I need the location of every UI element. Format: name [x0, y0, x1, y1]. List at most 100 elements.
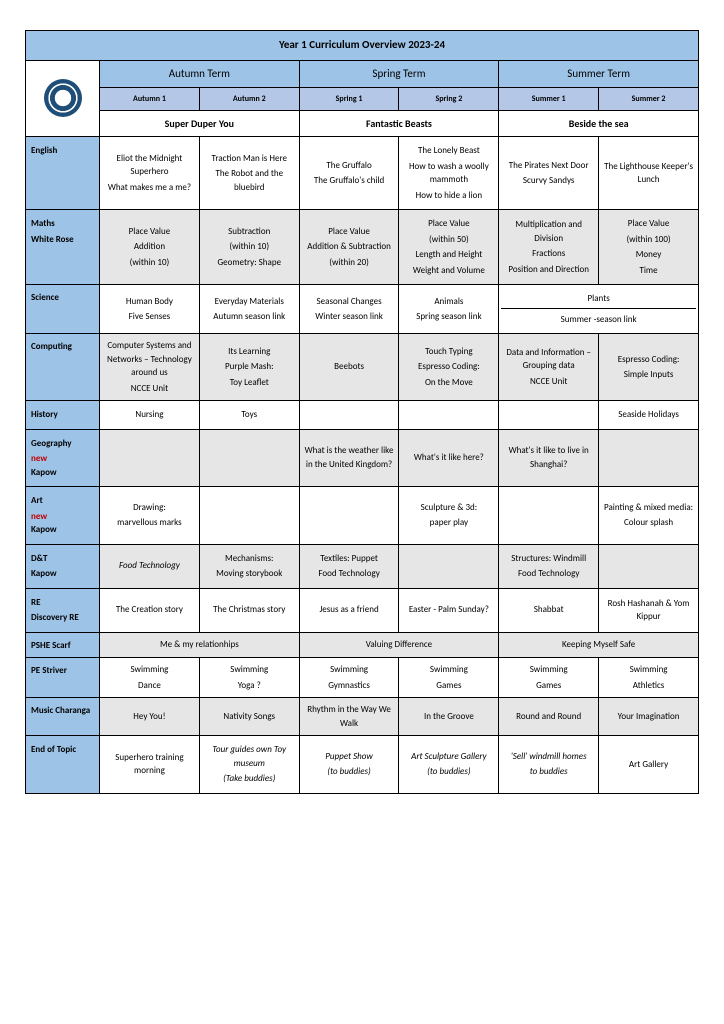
- cell: Mechanisms:Moving storybook: [199, 544, 299, 588]
- cell: Subtraction(within 10)Geometry: Shape: [199, 210, 299, 285]
- row-computing: Computing Computer Systems and Networks …: [26, 334, 699, 401]
- subterm-a2: Autumn 2: [199, 88, 299, 111]
- school-logo-icon: [44, 79, 82, 117]
- cell: AnimalsSpring season link: [399, 285, 499, 334]
- cell: Place ValueAddition & Subtraction(within…: [299, 210, 399, 285]
- subject-history: History: [26, 401, 100, 430]
- subject-art: Art new Kapow: [26, 487, 100, 545]
- cell: SwimmingYoga ?: [199, 658, 299, 698]
- cell: What's it like to live in Shanghai?: [499, 429, 599, 487]
- row-history: History Nursing Toys Seaside Holidays: [26, 401, 699, 430]
- cell: SwimmingDance: [100, 658, 200, 698]
- cell: Human BodyFive Senses: [100, 285, 200, 334]
- title-row: Year 1 Curriculum Overview 2023-24: [26, 31, 699, 61]
- term-autumn: Autumn Term: [100, 60, 300, 88]
- cell: The Lighthouse Keeper's Lunch: [599, 137, 699, 210]
- cell: [599, 429, 699, 487]
- cell: Place ValueAddition(within 10): [100, 210, 200, 285]
- cell: Round and Round: [499, 698, 599, 736]
- subject-pshe: PSHE Scarf: [26, 632, 100, 658]
- term-summer: Summer Term: [499, 60, 699, 88]
- cell: The GruffaloThe Gruffalo's child: [299, 137, 399, 210]
- cell: Data and Information – Grouping dataNCCE…: [499, 334, 599, 401]
- cell: Sculpture & 3d:paper play: [399, 487, 499, 545]
- cell: Eliot the Midnight SuperheroWhat makes m…: [100, 137, 200, 210]
- cell: Everyday MaterialsAutumn season link: [199, 285, 299, 334]
- cell: Art Sculpture Gallery(to buddies): [399, 736, 499, 794]
- theme-3: Beside the sea: [499, 111, 699, 137]
- page-title: Year 1 Curriculum Overview 2023-24: [26, 31, 699, 61]
- subject-pe: PE Striver: [26, 658, 100, 698]
- subterm-a1: Autumn 1: [100, 88, 200, 111]
- cell: [499, 487, 599, 545]
- cell: Seaside Holidays: [599, 401, 699, 430]
- cell: [599, 544, 699, 588]
- cell: SwimmingGames: [499, 658, 599, 698]
- theme-1: Super Duper You: [100, 111, 300, 137]
- logo-cell: [26, 60, 100, 137]
- cell: [299, 401, 399, 430]
- cell: The Lonely BeastHow to wash a woolly mam…: [399, 137, 499, 210]
- cell: SwimmingGymnastics: [299, 658, 399, 698]
- cell: Drawing:marvellous marks: [100, 487, 200, 545]
- row-pe: PE Striver SwimmingDance SwimmingYoga ? …: [26, 658, 699, 698]
- cell: Shabbat: [499, 588, 599, 632]
- subject-music: Music Charanga: [26, 698, 100, 736]
- cell: Painting & mixed media:Colour splash: [599, 487, 699, 545]
- theme-2: Fantastic Beasts: [299, 111, 499, 137]
- cell: Easter - Palm Sunday?: [399, 588, 499, 632]
- cell: Place Value(within 50)Length and HeightW…: [399, 210, 499, 285]
- cell: What's it like here?: [399, 429, 499, 487]
- subject-dt: D&T Kapow: [26, 544, 100, 588]
- theme-row: Super Duper You Fantastic Beasts Beside …: [26, 111, 699, 137]
- subterm-su2: Summer 2: [599, 88, 699, 111]
- subterm-sp2: Spring 2: [399, 88, 499, 111]
- term-row: Autumn Term Spring Term Summer Term: [26, 60, 699, 88]
- cell: Your Imagination: [599, 698, 699, 736]
- cell: Jesus as a friend: [299, 588, 399, 632]
- cell: Rhythm in the Way We Walk: [299, 698, 399, 736]
- cell: Plants Summer -season link: [499, 285, 699, 334]
- row-maths: Maths White Rose Place ValueAddition(wit…: [26, 210, 699, 285]
- row-music: Music Charanga Hey You! Nativity Songs R…: [26, 698, 699, 736]
- cell: Structures: WindmillFood Technology: [499, 544, 599, 588]
- cell: SwimmingAthletics: [599, 658, 699, 698]
- subterm-su1: Summer 1: [499, 88, 599, 111]
- cell: The Creation story: [100, 588, 200, 632]
- cell: [199, 429, 299, 487]
- subject-science: Science: [26, 285, 100, 334]
- subterm-sp1: Spring 1: [299, 88, 399, 111]
- cell: [199, 487, 299, 545]
- cell: Touch TypingEspresso Coding:On the Move: [399, 334, 499, 401]
- row-english: English Eliot the Midnight SuperheroWhat…: [26, 137, 699, 210]
- cell: In the Groove: [399, 698, 499, 736]
- cell: Superhero training morning: [100, 736, 200, 794]
- cell: SwimmingGames: [399, 658, 499, 698]
- subject-re: RE Discovery RE: [26, 588, 100, 632]
- cell: Place Value(within 100)MoneyTime: [599, 210, 699, 285]
- cell: Valuing Difference: [299, 632, 499, 658]
- cell: Art Gallery: [599, 736, 699, 794]
- cell: Food Technology: [100, 544, 200, 588]
- cell: What is the weather like in the United K…: [299, 429, 399, 487]
- cell: 'Sell' windmill homesto buddies: [499, 736, 599, 794]
- subject-computing: Computing: [26, 334, 100, 401]
- subject-geography: Geography new Kapow: [26, 429, 100, 487]
- cell: Its LearningPurple Mash:Toy Leaflet: [199, 334, 299, 401]
- row-science: Science Human BodyFive Senses Everyday M…: [26, 285, 699, 334]
- cell: The Christmas story: [199, 588, 299, 632]
- row-pshe: PSHE Scarf Me & my relationhips Valuing …: [26, 632, 699, 658]
- cell: Computer Systems and Networks – Technolo…: [100, 334, 200, 401]
- row-art: Art new Kapow Drawing:marvellous marks S…: [26, 487, 699, 545]
- cell: Textiles: PuppetFood Technology: [299, 544, 399, 588]
- row-geography: Geography new Kapow What is the weather …: [26, 429, 699, 487]
- term-spring: Spring Term: [299, 60, 499, 88]
- cell: [399, 544, 499, 588]
- cell: Tour guides own Toy museum(Take buddies): [199, 736, 299, 794]
- cell: The Pirates Next DoorScurvy Sandys: [499, 137, 599, 210]
- subterm-row: Autumn 1 Autumn 2 Spring 1 Spring 2 Summ…: [26, 88, 699, 111]
- cell: [399, 401, 499, 430]
- cell: Keeping Myself Safe: [499, 632, 699, 658]
- subject-endtopic: End of Topic: [26, 736, 100, 794]
- cell: Traction Man is HereThe Robot and the bl…: [199, 137, 299, 210]
